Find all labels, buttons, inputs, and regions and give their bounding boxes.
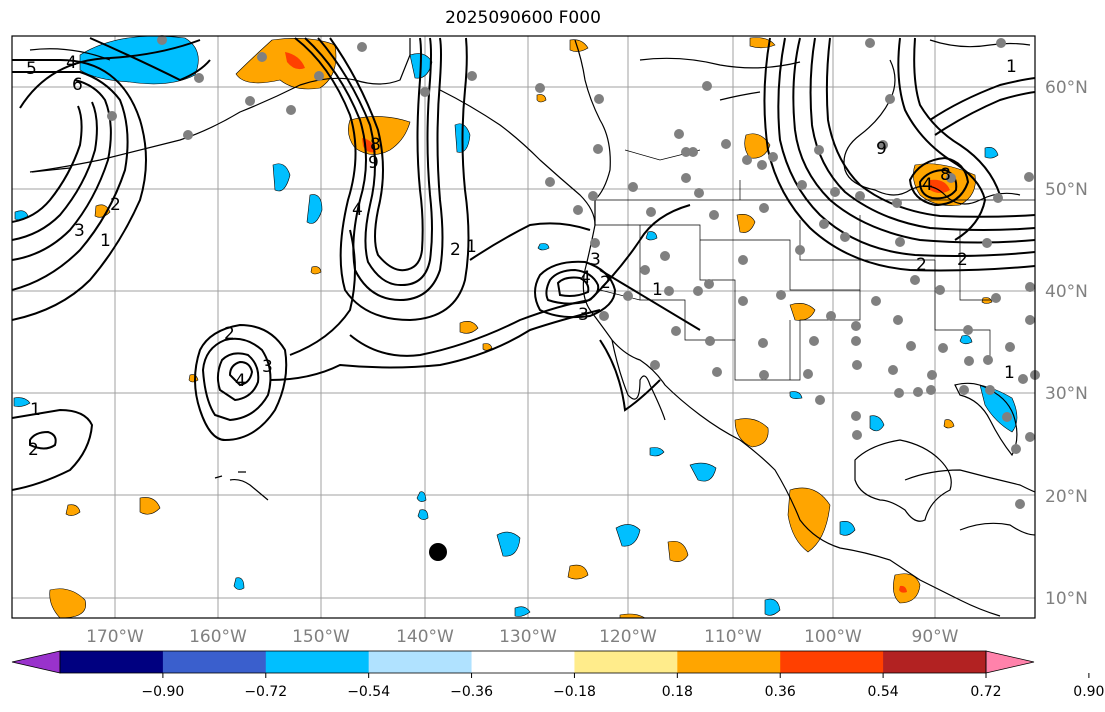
contour-label: 9 <box>876 139 887 159</box>
contour-label: 2 <box>28 440 39 460</box>
contour-label: 8 <box>370 135 381 155</box>
colorbar-extension-low <box>11 650 61 674</box>
lon-label: 130°W <box>499 627 557 647</box>
colorbar-segment <box>780 651 884 673</box>
colorbar-segment <box>677 651 781 673</box>
state-borders <box>595 149 1035 381</box>
lat-label: 10°N <box>1045 589 1088 609</box>
contour-label: 4 <box>66 53 77 73</box>
colorbar: −0.90 −0.72 −0.54 −0.36 −0.18 0.18 0.36 0.54 0.7… <box>11 650 1104 700</box>
lat-label: 50°N <box>1045 180 1088 200</box>
contour-label: 1 <box>30 400 41 420</box>
colorbar-segment <box>368 651 473 673</box>
colorbar-border <box>59 650 987 674</box>
contour-label: 1 <box>652 280 663 300</box>
map-title: 2025090600 F000 <box>445 8 601 28</box>
lat-label: 30°N <box>1045 384 1088 404</box>
contour-label: 3 <box>590 250 601 270</box>
colorbar-tick-label: 0.54 <box>868 684 899 700</box>
lat-label: 40°N <box>1045 282 1088 302</box>
contour-label: 3 <box>578 305 589 325</box>
colorbar-tick-label: 0.36 <box>765 684 796 700</box>
contour-label: 1 <box>100 231 111 251</box>
lon-label: 100°W <box>804 627 862 647</box>
contour-label: 4 <box>352 200 363 220</box>
lon-label: 160°W <box>189 627 247 647</box>
contour-lines <box>12 37 1035 491</box>
contour-label: 2 <box>957 250 968 270</box>
colorbar-segment <box>883 651 987 673</box>
lon-label: 120°W <box>599 627 657 647</box>
contour-label: 4 <box>580 268 591 288</box>
colorbar-tick-label: −0.36 <box>450 684 493 700</box>
contour-label: 2 <box>110 195 121 215</box>
colorbar-tick-label: −0.54 <box>347 684 390 700</box>
contour-label: 4 <box>235 371 246 391</box>
colorbar-tick-label: 0.18 <box>662 684 693 700</box>
colorbar-tick-label: 0.72 <box>970 684 1001 700</box>
lat-label: 60°N <box>1045 78 1088 98</box>
tropical-cyclone-marker <box>429 543 447 561</box>
lon-label: 170°W <box>86 627 144 647</box>
contour-label: 3 <box>74 221 85 241</box>
colorbar-extension-high <box>985 650 1035 674</box>
contour-label: 6 <box>72 75 83 95</box>
latitude-labels: 60°N 50°N 40°N 30°N 20°N 10°N <box>1045 78 1088 609</box>
colorbar-segment <box>60 651 164 673</box>
contour-label: 4 <box>922 175 933 195</box>
colorbar-tick-label: −0.90 <box>141 684 184 700</box>
map-frame <box>11 35 1036 619</box>
contour-label: 1 <box>1004 363 1015 383</box>
map-area <box>12 36 1035 618</box>
contour-label: 5 <box>26 59 37 79</box>
lon-label: 150°W <box>292 627 350 647</box>
contour-label: 2 <box>600 273 611 293</box>
lon-label: 110°W <box>704 627 762 647</box>
lat-label: 20°N <box>1045 487 1088 507</box>
contour-label: 1 <box>466 237 477 257</box>
contour-label: 2 <box>450 240 461 260</box>
colorbar-tick-label: 0.90 <box>1073 684 1104 700</box>
contour-labels: 5 4 6 1 2 3 9 8 4 2 1 2 3 4 3 4 3 2 1 1 … <box>26 53 1017 460</box>
longitude-labels: 170°W 160°W 150°W 140°W 130°W 120°W 110°… <box>86 627 959 647</box>
contour-label: 2 <box>224 324 235 344</box>
contour-label: 8 <box>940 165 951 185</box>
contour-label: 9 <box>368 153 379 173</box>
colorbar-tick-label: −0.72 <box>244 684 287 700</box>
colorbar-tick-label: −0.18 <box>553 684 596 700</box>
contour-label: 3 <box>262 357 273 377</box>
contour-label: 2 <box>916 255 927 275</box>
lon-label: 140°W <box>396 627 454 647</box>
colorbar-segment <box>265 651 370 673</box>
colorbar-segment <box>471 651 575 673</box>
colorbar-segment <box>574 651 678 673</box>
station-markers <box>107 35 1040 509</box>
contour-label: 1 <box>1006 57 1017 77</box>
colorbar-segment <box>162 651 267 673</box>
lon-label: 90°W <box>912 627 959 647</box>
